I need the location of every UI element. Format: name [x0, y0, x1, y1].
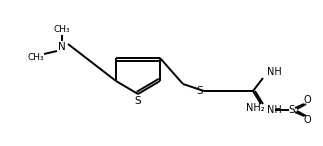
- Text: S: S: [197, 86, 203, 96]
- Text: NH₂: NH₂: [246, 103, 264, 113]
- Text: N: N: [58, 42, 66, 52]
- Text: O: O: [303, 115, 311, 125]
- Text: NH: NH: [267, 67, 282, 77]
- Text: NH: NH: [267, 105, 282, 115]
- Text: CH₃: CH₃: [54, 26, 70, 34]
- Text: CH₃: CH₃: [28, 53, 44, 62]
- Text: S: S: [135, 96, 141, 106]
- Text: O: O: [303, 95, 311, 105]
- Text: S: S: [289, 105, 295, 115]
